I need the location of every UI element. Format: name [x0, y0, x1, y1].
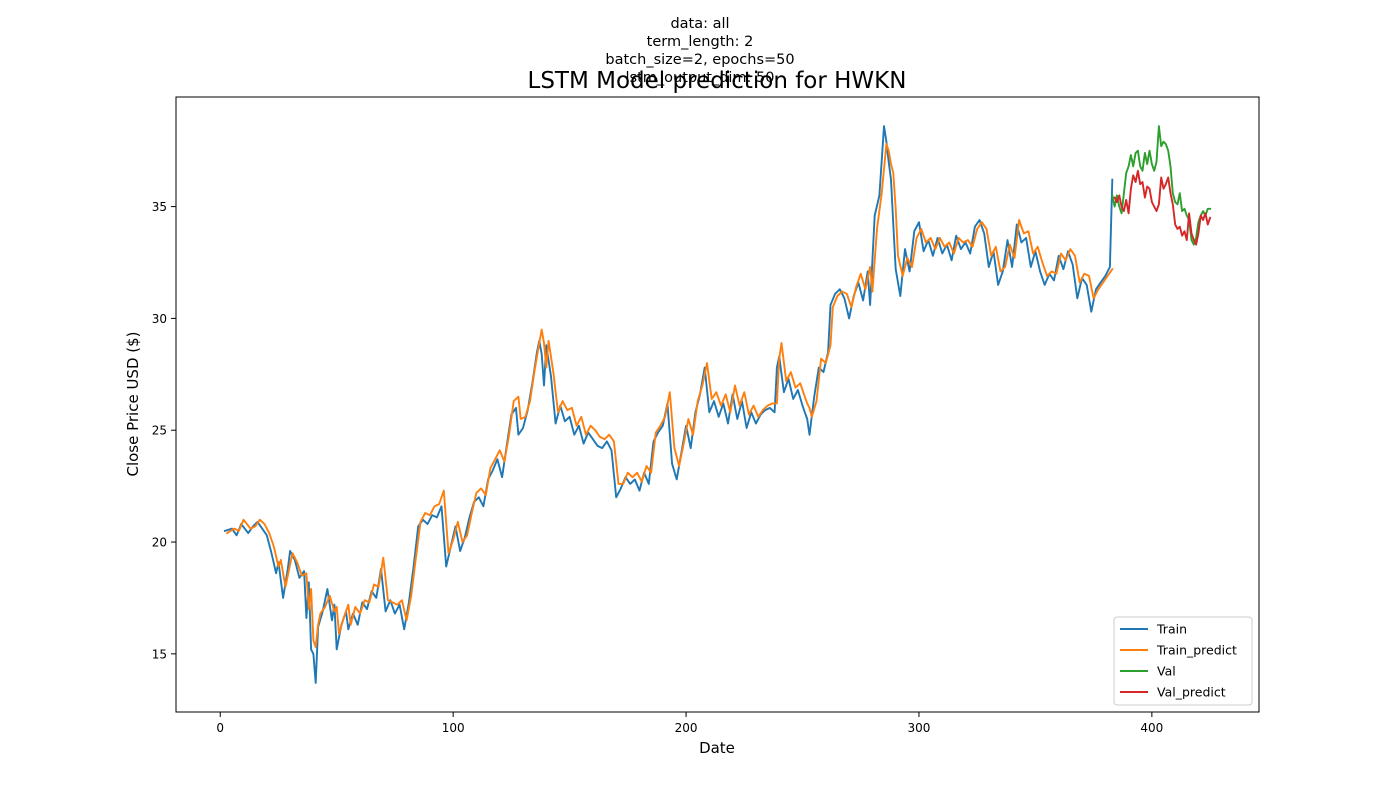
suptitle-line: lstm_output_dim: 50: [625, 70, 774, 86]
x-tick-label: 200: [675, 721, 698, 735]
series-line-train-predict: [225, 143, 1114, 649]
x-tick-label: 0: [216, 721, 224, 735]
ticks-layer: 0 100 200 300 400 15 20 25 30 35: [152, 200, 1164, 735]
x-tick-label: 300: [908, 721, 931, 735]
x-axis-label: Date: [699, 739, 735, 757]
legend-box: [1113, 616, 1253, 706]
legend: Train Train_predict Val Val_predict: [1113, 616, 1253, 706]
legend-label: Val: [1157, 664, 1176, 679]
plot-frame: [175, 96, 1260, 713]
x-tick-label: 400: [1140, 721, 1163, 735]
suptitle-line: term_length: 2: [647, 34, 754, 50]
y-tick-label: 20: [152, 536, 167, 550]
chart-title: LSTM Model prediction for HWKN: [528, 68, 907, 94]
legend-label: Val_predict: [1157, 685, 1226, 700]
x-tick-label: 100: [442, 721, 465, 735]
series-layer: [223, 125, 1212, 684]
y-tick-label: 15: [152, 647, 167, 661]
y-axis-label: Close Price USD ($): [124, 331, 142, 476]
suptitle-line: batch_size=2, epochs=50: [605, 52, 794, 68]
series-line-val: [1111, 125, 1212, 246]
y-tick-label: 25: [152, 424, 167, 438]
y-tick-label: 35: [152, 200, 167, 214]
series-line-val-predict: [1113, 169, 1212, 246]
y-tick-label: 30: [152, 312, 167, 326]
legend-label: Train_predict: [1156, 643, 1237, 658]
suptitle-line: data: all: [670, 16, 729, 32]
legend-label: Train: [1156, 622, 1187, 637]
